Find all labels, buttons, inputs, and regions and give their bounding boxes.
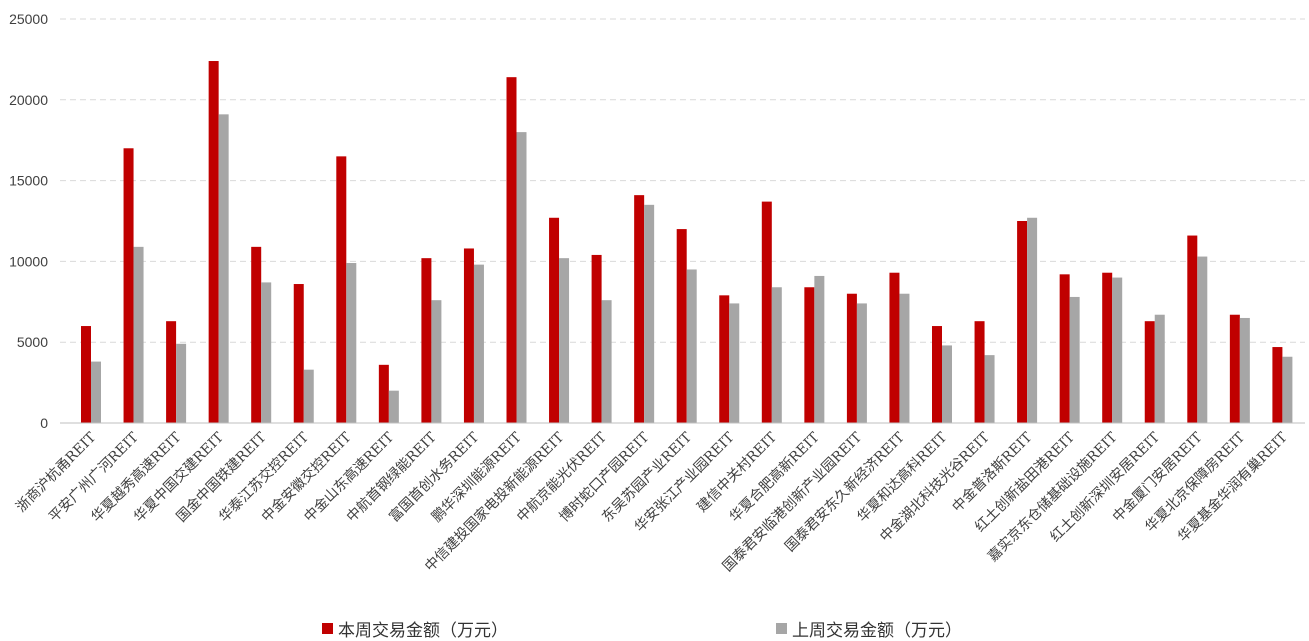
bar-last-week <box>984 355 995 423</box>
bars <box>81 61 1293 424</box>
bar-last-week <box>1154 314 1165 423</box>
bar-chart: 0 5000 10000 15000 20000 25000 浙商沪杭甬REIT平安广州广… <box>9 11 1305 575</box>
bar-last-week <box>644 204 655 423</box>
bar-current-week <box>1102 272 1113 423</box>
legend-label-last-week: 上周交易金额（万元） <box>792 621 962 641</box>
y-tick-label: 25000 <box>9 11 48 27</box>
bar-last-week <box>1197 256 1208 423</box>
bar-current-week <box>463 248 474 423</box>
bar-current-week <box>1272 347 1283 423</box>
bar-last-week <box>516 132 527 423</box>
bar-last-week <box>601 300 612 423</box>
bar-current-week <box>1144 321 1155 423</box>
y-tick-label: 15000 <box>9 173 48 189</box>
bar-current-week <box>336 156 347 424</box>
bar-current-week <box>889 272 900 423</box>
bar-last-week <box>559 258 570 423</box>
bar-current-week <box>846 293 857 423</box>
bar-current-week <box>506 77 517 424</box>
bar-last-week <box>1112 277 1123 423</box>
bar-current-week <box>761 201 772 423</box>
y-axis: 0 5000 10000 15000 20000 25000 <box>9 11 48 431</box>
legend-item-last-week: 上周交易金额（万元） <box>776 616 962 641</box>
bar-current-week <box>1187 235 1198 423</box>
bar-last-week <box>431 300 442 423</box>
bar-current-week <box>208 61 219 424</box>
bar-last-week <box>218 114 229 424</box>
legend-swatch-current-week <box>322 623 333 634</box>
bar-last-week <box>303 369 314 423</box>
bar-current-week <box>81 326 91 423</box>
bar-last-week <box>261 282 272 423</box>
bar-last-week <box>856 303 867 423</box>
bar-last-week <box>473 264 484 423</box>
bar-current-week <box>421 258 432 423</box>
legend-swatch-last-week <box>776 623 787 634</box>
bar-current-week <box>293 284 304 423</box>
y-tick-label: 20000 <box>9 92 48 108</box>
bar-last-week <box>1027 217 1038 423</box>
bar-last-week <box>346 263 357 423</box>
legend-label-current-week: 本周交易金额（万元） <box>338 621 508 641</box>
bar-last-week <box>1282 356 1293 423</box>
bar-last-week <box>814 275 825 423</box>
bar-current-week <box>804 287 815 423</box>
bar-last-week <box>91 361 101 423</box>
bar-last-week <box>133 246 144 423</box>
bar-current-week <box>932 326 942 423</box>
bar-last-week <box>942 345 952 423</box>
bar-current-week <box>974 321 985 423</box>
bar-current-week <box>676 229 687 423</box>
y-tick-label: 10000 <box>9 253 48 269</box>
bar-current-week <box>123 148 134 423</box>
y-tick-label: 5000 <box>17 334 48 350</box>
bar-current-week <box>634 195 645 423</box>
bar-current-week <box>1059 274 1070 423</box>
bar-last-week <box>388 390 399 423</box>
bar-current-week <box>591 254 602 423</box>
bar-current-week <box>1017 221 1028 423</box>
bar-current-week <box>251 246 262 423</box>
bar-last-week <box>899 293 910 423</box>
x-axis-labels: 浙商沪杭甬REIT平安广州广河REIT华夏越秀高速REIT华夏中国交建REIT国… <box>13 428 1291 575</box>
bar-current-week <box>166 321 177 423</box>
bar-last-week <box>686 269 697 423</box>
y-tick-label: 0 <box>40 415 48 431</box>
bar-current-week <box>1229 314 1240 423</box>
bar-current-week <box>549 217 560 423</box>
bar-last-week <box>771 287 782 423</box>
bar-last-week <box>1069 296 1080 423</box>
bar-last-week <box>729 303 740 423</box>
bar-last-week <box>176 343 187 423</box>
bar-last-week <box>1239 317 1250 423</box>
bar-current-week <box>378 364 389 423</box>
bar-current-week <box>719 295 730 423</box>
legend-item-current-week: 本周交易金额（万元） <box>322 616 508 641</box>
